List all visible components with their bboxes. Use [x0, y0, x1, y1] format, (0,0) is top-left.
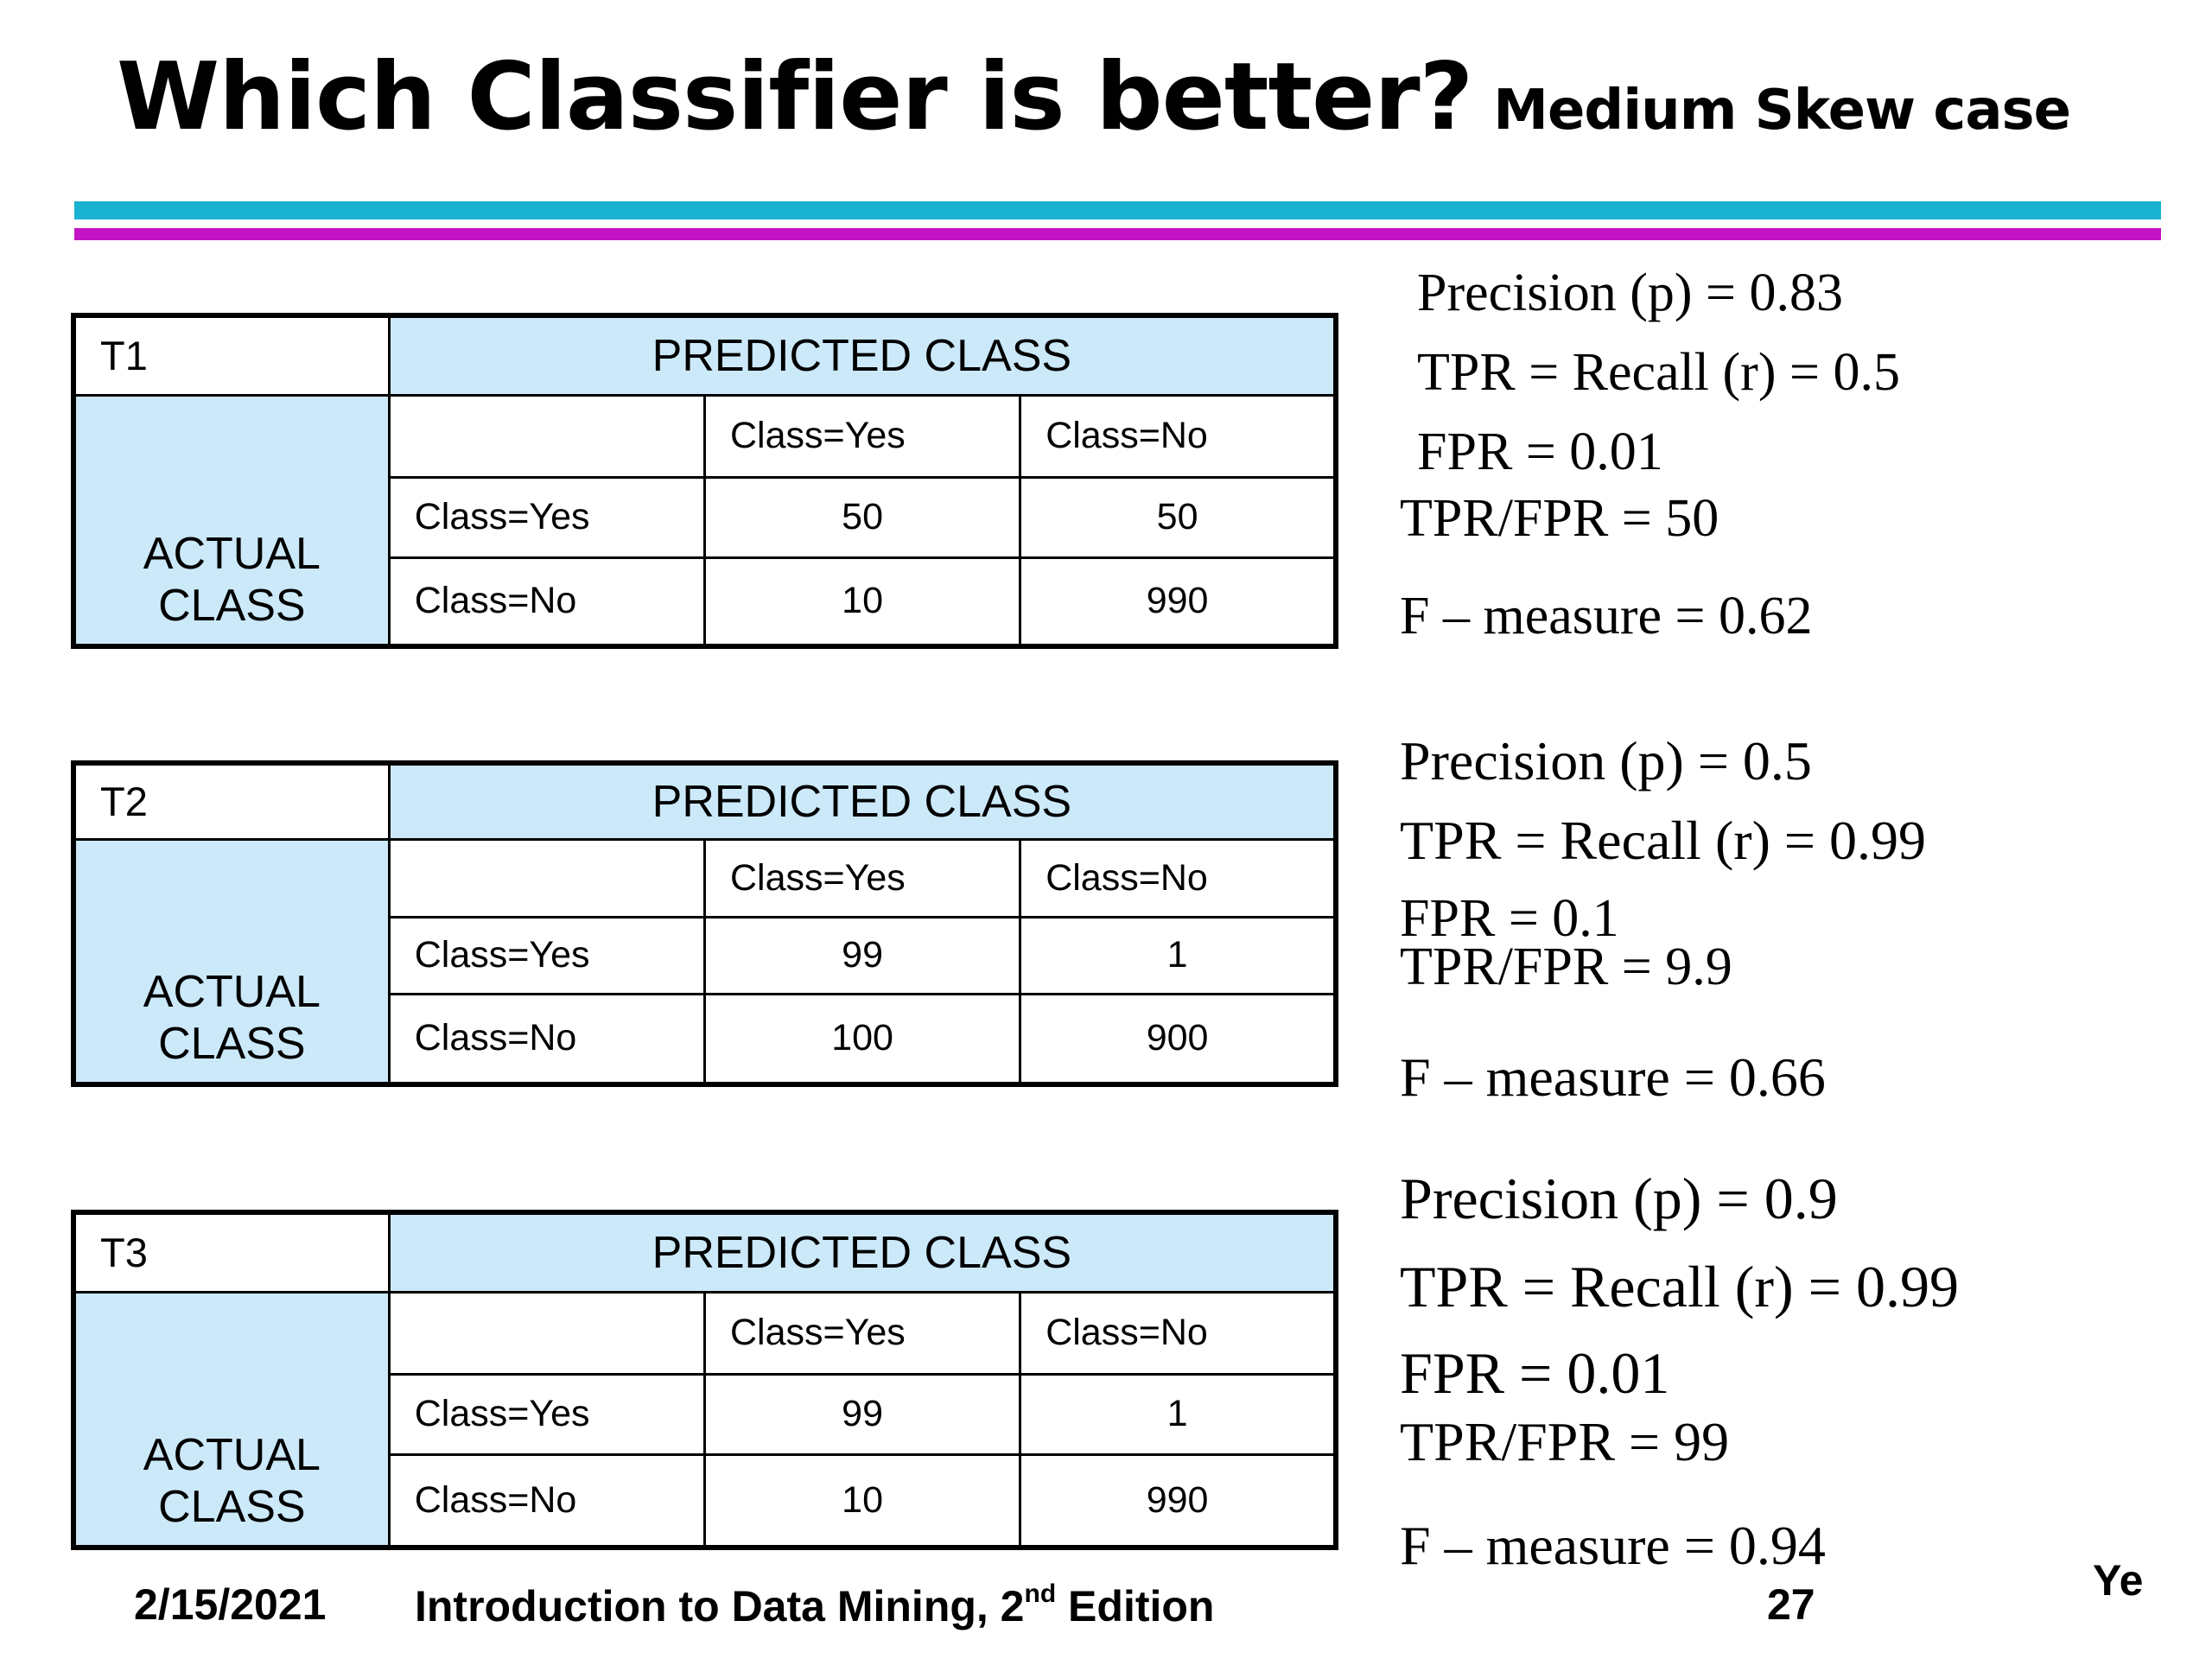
- row-header-no: Class=No: [387, 1452, 706, 1549]
- title-rule-magenta: [74, 228, 2161, 240]
- row-header-no: Class=No: [387, 992, 706, 1086]
- metric-f-measure: F – measure = 0.66: [1400, 1046, 1826, 1108]
- cell-yes-yes: 99: [702, 1372, 1022, 1456]
- cell-no-yes: 10: [702, 1452, 1022, 1549]
- column-header-no: Class=No: [1019, 837, 1338, 918]
- table-name: T2: [72, 761, 391, 841]
- cell-yes-no: 1: [1019, 1372, 1338, 1456]
- predicted-class-header: PREDICTED CLASS: [387, 314, 1338, 397]
- cell-no-yes: 10: [702, 556, 1022, 648]
- cell-yes-no: 1: [1019, 915, 1338, 995]
- cell-no-yes: 100: [702, 992, 1022, 1086]
- metric-f-measure: F – measure = 0.62: [1400, 587, 1813, 645]
- column-header-no: Class=No: [1019, 393, 1338, 479]
- blank-cell: [387, 837, 706, 918]
- row-header-yes: Class=Yes: [387, 1372, 706, 1456]
- blank-cell: [387, 1290, 706, 1376]
- confusion-matrix-t3: T3 PREDICTED CLASS ACTUAL CLASS Class=Yes…: [71, 1210, 1338, 1550]
- predicted-class-header: PREDICTED CLASS: [387, 761, 1338, 841]
- metric-tpr-fpr-ratio: TPR/FPR = 9.9: [1400, 938, 1732, 996]
- cell-no-no: 990: [1019, 556, 1338, 648]
- metric-tpr-fpr-ratio: TPR/FPR = 99: [1400, 1411, 1730, 1472]
- slide-title-main: Which Classifier is better?: [117, 43, 1473, 151]
- metric-fpr: FPR = 0.01: [1417, 423, 1663, 481]
- confusion-matrix-t2: T2 PREDICTED CLASS ACTUAL CLASS Class=Yes…: [71, 760, 1338, 1087]
- cell-yes-no: 50: [1019, 475, 1338, 559]
- predicted-class-header: PREDICTED CLASS: [387, 1211, 1338, 1294]
- footer-page-number: 27: [1767, 1580, 1815, 1629]
- metric-tpr-recall: TPR = Recall (r) = 0.99: [1400, 810, 1926, 871]
- blank-cell: [387, 393, 706, 479]
- column-header-no: Class=No: [1019, 1290, 1338, 1376]
- metric-tpr-fpr-ratio: TPR/FPR = 50: [1400, 489, 1719, 548]
- metrics-t1: Precision (p) = 0.83 TPR = Recall (r) = …: [1400, 259, 2177, 657]
- table-name: T1: [72, 314, 391, 397]
- row-header-yes: Class=Yes: [387, 915, 706, 995]
- footer-author: Ye: [2093, 1556, 2144, 1605]
- column-header-yes: Class=Yes: [702, 393, 1022, 479]
- actual-class-header: ACTUAL CLASS: [72, 837, 391, 1086]
- column-header-yes: Class=Yes: [702, 1290, 1022, 1376]
- metric-precision: Precision (p) = 0.83: [1417, 264, 1844, 322]
- metric-f-measure: F – measure = 0.94: [1400, 1515, 1826, 1576]
- confusion-matrix-t1: T1 PREDICTED CLASS ACTUAL CLASS Class=Yes…: [71, 313, 1338, 649]
- actual-class-header: ACTUAL CLASS: [72, 393, 391, 648]
- metric-tpr-recall: TPR = Recall (r) = 0.5: [1417, 343, 1900, 402]
- column-header-yes: Class=Yes: [702, 837, 1022, 918]
- footer-book-title: Introduction to Data Mining, 2nd Edition: [415, 1580, 1215, 1630]
- cell-yes-yes: 50: [702, 475, 1022, 559]
- cell-yes-yes: 99: [702, 915, 1022, 995]
- cell-no-no: 990: [1019, 1452, 1338, 1549]
- row-header-no: Class=No: [387, 556, 706, 648]
- footer-date: 2/15/2021: [134, 1580, 327, 1629]
- metrics-t3: Precision (p) = 0.9 TPR = Recall (r) = 0…: [1400, 1158, 2177, 1590]
- title-rule-cyan: [74, 201, 2161, 219]
- metric-tpr-recall: TPR = Recall (r) = 0.99: [1400, 1254, 1960, 1319]
- metric-precision: Precision (p) = 0.5: [1400, 730, 1812, 791]
- metric-fpr: FPR = 0.01: [1400, 1340, 1670, 1406]
- cell-no-no: 900: [1019, 992, 1338, 1086]
- metrics-t2: Precision (p) = 0.5 TPR = Recall (r) = 0…: [1400, 724, 2177, 1122]
- row-header-yes: Class=Yes: [387, 475, 706, 559]
- metric-precision: Precision (p) = 0.9: [1400, 1166, 1838, 1231]
- metric-fpr: FPR = 0.1: [1400, 889, 1619, 948]
- slide-title: Which Classifier is better? Medium Skew c…: [117, 43, 2071, 151]
- table-name: T3: [72, 1211, 391, 1294]
- slide-title-subtitle: Medium Skew case: [1493, 79, 2071, 143]
- actual-class-header: ACTUAL CLASS: [72, 1290, 391, 1549]
